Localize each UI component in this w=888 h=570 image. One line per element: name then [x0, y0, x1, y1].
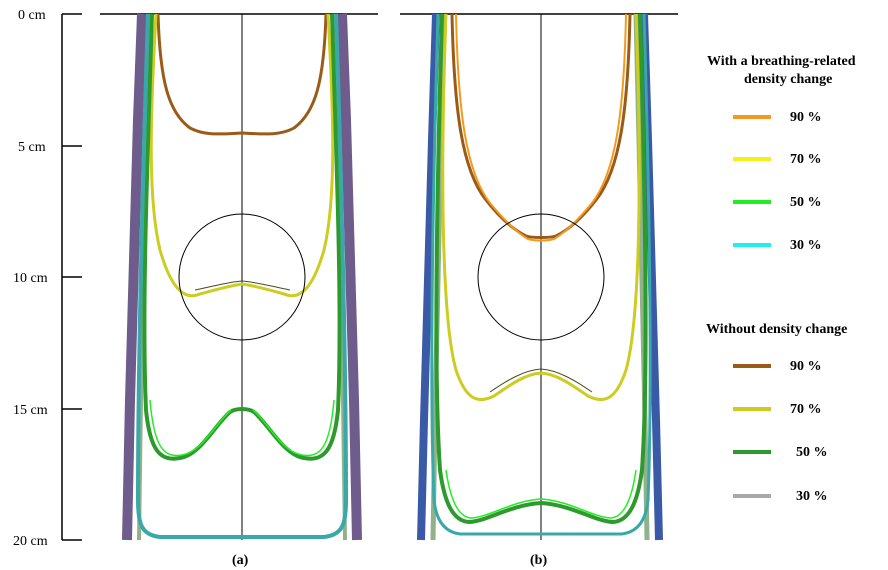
panel-b-target-circle: [477, 213, 605, 341]
tick-label-5cm: 5 cm: [18, 140, 46, 155]
panel-b-left-edge: [417, 13, 440, 541]
panel-a-isodose-70-edge: [194, 280, 291, 291]
legend-with-change-title-line1: With a breathing-related: [707, 54, 856, 69]
panel-b-isodose-50: [434, 13, 648, 525]
legend-label-change-90: 90 %: [790, 110, 822, 125]
panel-b-isodose-90: [450, 13, 632, 239]
legend-label-base-70: 70 %: [790, 402, 822, 417]
tick-label-20cm: 20 cm: [13, 534, 48, 549]
panel-b-label: (b): [530, 553, 547, 568]
panel-a-isodose-90: [156, 13, 328, 136]
panel-b-isodose-70-edge: [489, 368, 593, 393]
legend-with-change-title-line2: density change: [744, 72, 832, 87]
legend-label-change-70: 70 %: [790, 152, 822, 167]
legend-label-base-50: 50 %: [796, 445, 828, 460]
legend-label-change-50: 50 %: [790, 195, 822, 210]
depth-axis: 0 cm 5 cm 10 cm 15 cm 20 cm: [13, 8, 82, 549]
panel-b-isodose-50-inner: [445, 469, 637, 519]
legend: With a breathing-related density change …: [706, 54, 856, 504]
tick-label-10cm: 10 cm: [13, 271, 48, 286]
panel-b-isodose-30: [430, 13, 652, 536]
panel-b-isodose-70: [441, 13, 641, 402]
legend-label-base-30: 30 %: [796, 489, 828, 504]
tick-label-15cm: 15 cm: [13, 403, 48, 418]
panel-a-right-edge: [337, 13, 362, 541]
panel-a-target-circle: [178, 213, 306, 341]
panel-a: (a): [100, 13, 378, 568]
panel-b: (b): [400, 13, 678, 568]
legend-label-change-30: 30 %: [790, 238, 822, 253]
panel-a-isodose-50-inner: [149, 399, 335, 457]
panel-a-label: (a): [232, 553, 249, 568]
panel-a-isodose-50: [142, 13, 342, 461]
legend-label-base-90: 90 %: [790, 359, 822, 374]
panel-a-left-edge: [122, 13, 147, 541]
panel-a-isodose-70: [149, 13, 335, 298]
panel-a-isodose-30: [135, 13, 349, 539]
panel-b-isodose-90-change: [455, 13, 627, 242]
tick-label-0cm: 0 cm: [18, 8, 46, 23]
legend-without-change-title: Without density change: [706, 322, 847, 337]
